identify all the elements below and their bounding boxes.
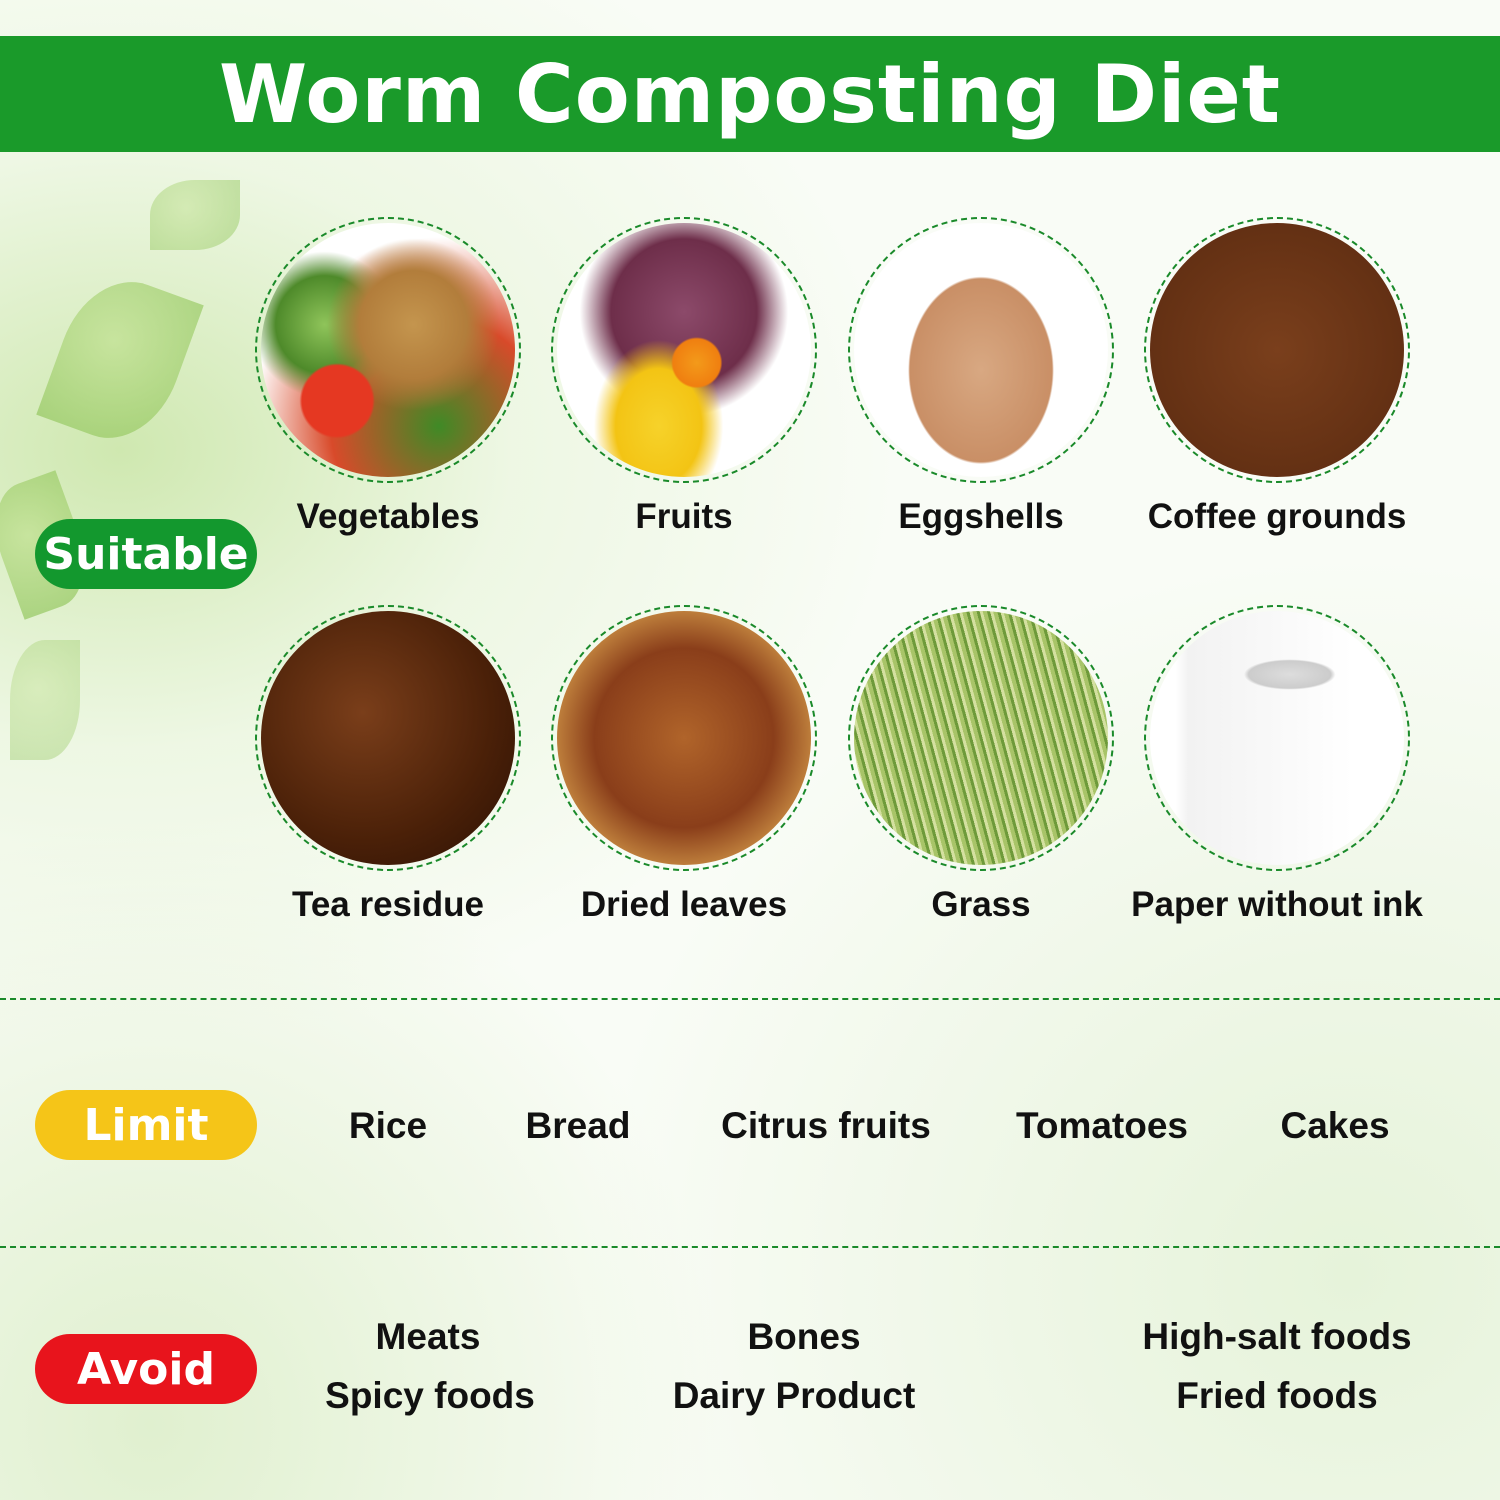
grass-image [848,605,1114,871]
fruits-image [551,217,817,483]
leaf-decoration [150,180,240,250]
avoid-item: Spicy foods [325,1375,535,1416]
limit-item: Cakes [1280,1105,1390,1146]
avoid-item: High-salt foods [1142,1316,1412,1357]
section-divider [0,998,1500,1000]
suitable-label: Grass [931,885,1031,924]
leaf-decoration [36,264,204,456]
vegetables-image [255,217,521,483]
avoid-item: Fried foods [1176,1375,1378,1416]
avoid-item: Bones [747,1316,861,1357]
suitable-label: Eggshells [898,497,1064,536]
limit-item: Tomatoes [1015,1105,1189,1146]
limit-badge: Limit [35,1090,257,1160]
limit-item: Rice [348,1105,428,1146]
avoid-badge: Avoid [35,1334,257,1404]
page-title: Worm Composting Diet [219,47,1281,141]
suitable-label: Tea residue [292,885,484,924]
suitable-label: Vegetables [296,497,480,536]
suitable-label: Dried leaves [580,885,788,924]
avoid-item: Dairy Product [672,1375,916,1416]
section-divider [0,1246,1500,1248]
eggshells-image [848,217,1114,483]
leaf-decoration [10,640,80,760]
suitable-label: Coffee grounds [1147,497,1407,536]
coffee-grounds-image [1144,217,1410,483]
limit-item: Bread [525,1105,631,1146]
avoid-item: Meats [375,1316,481,1357]
suitable-badge: Suitable [35,519,257,589]
dried-leaves-image [551,605,817,871]
title-banner: Worm Composting Diet [0,36,1500,152]
tea-residue-image [255,605,521,871]
limit-item: Citrus fruits [721,1105,931,1146]
suitable-label: Paper without ink [1131,885,1423,924]
suitable-label: Fruits [635,497,733,536]
paper-image [1144,605,1410,871]
